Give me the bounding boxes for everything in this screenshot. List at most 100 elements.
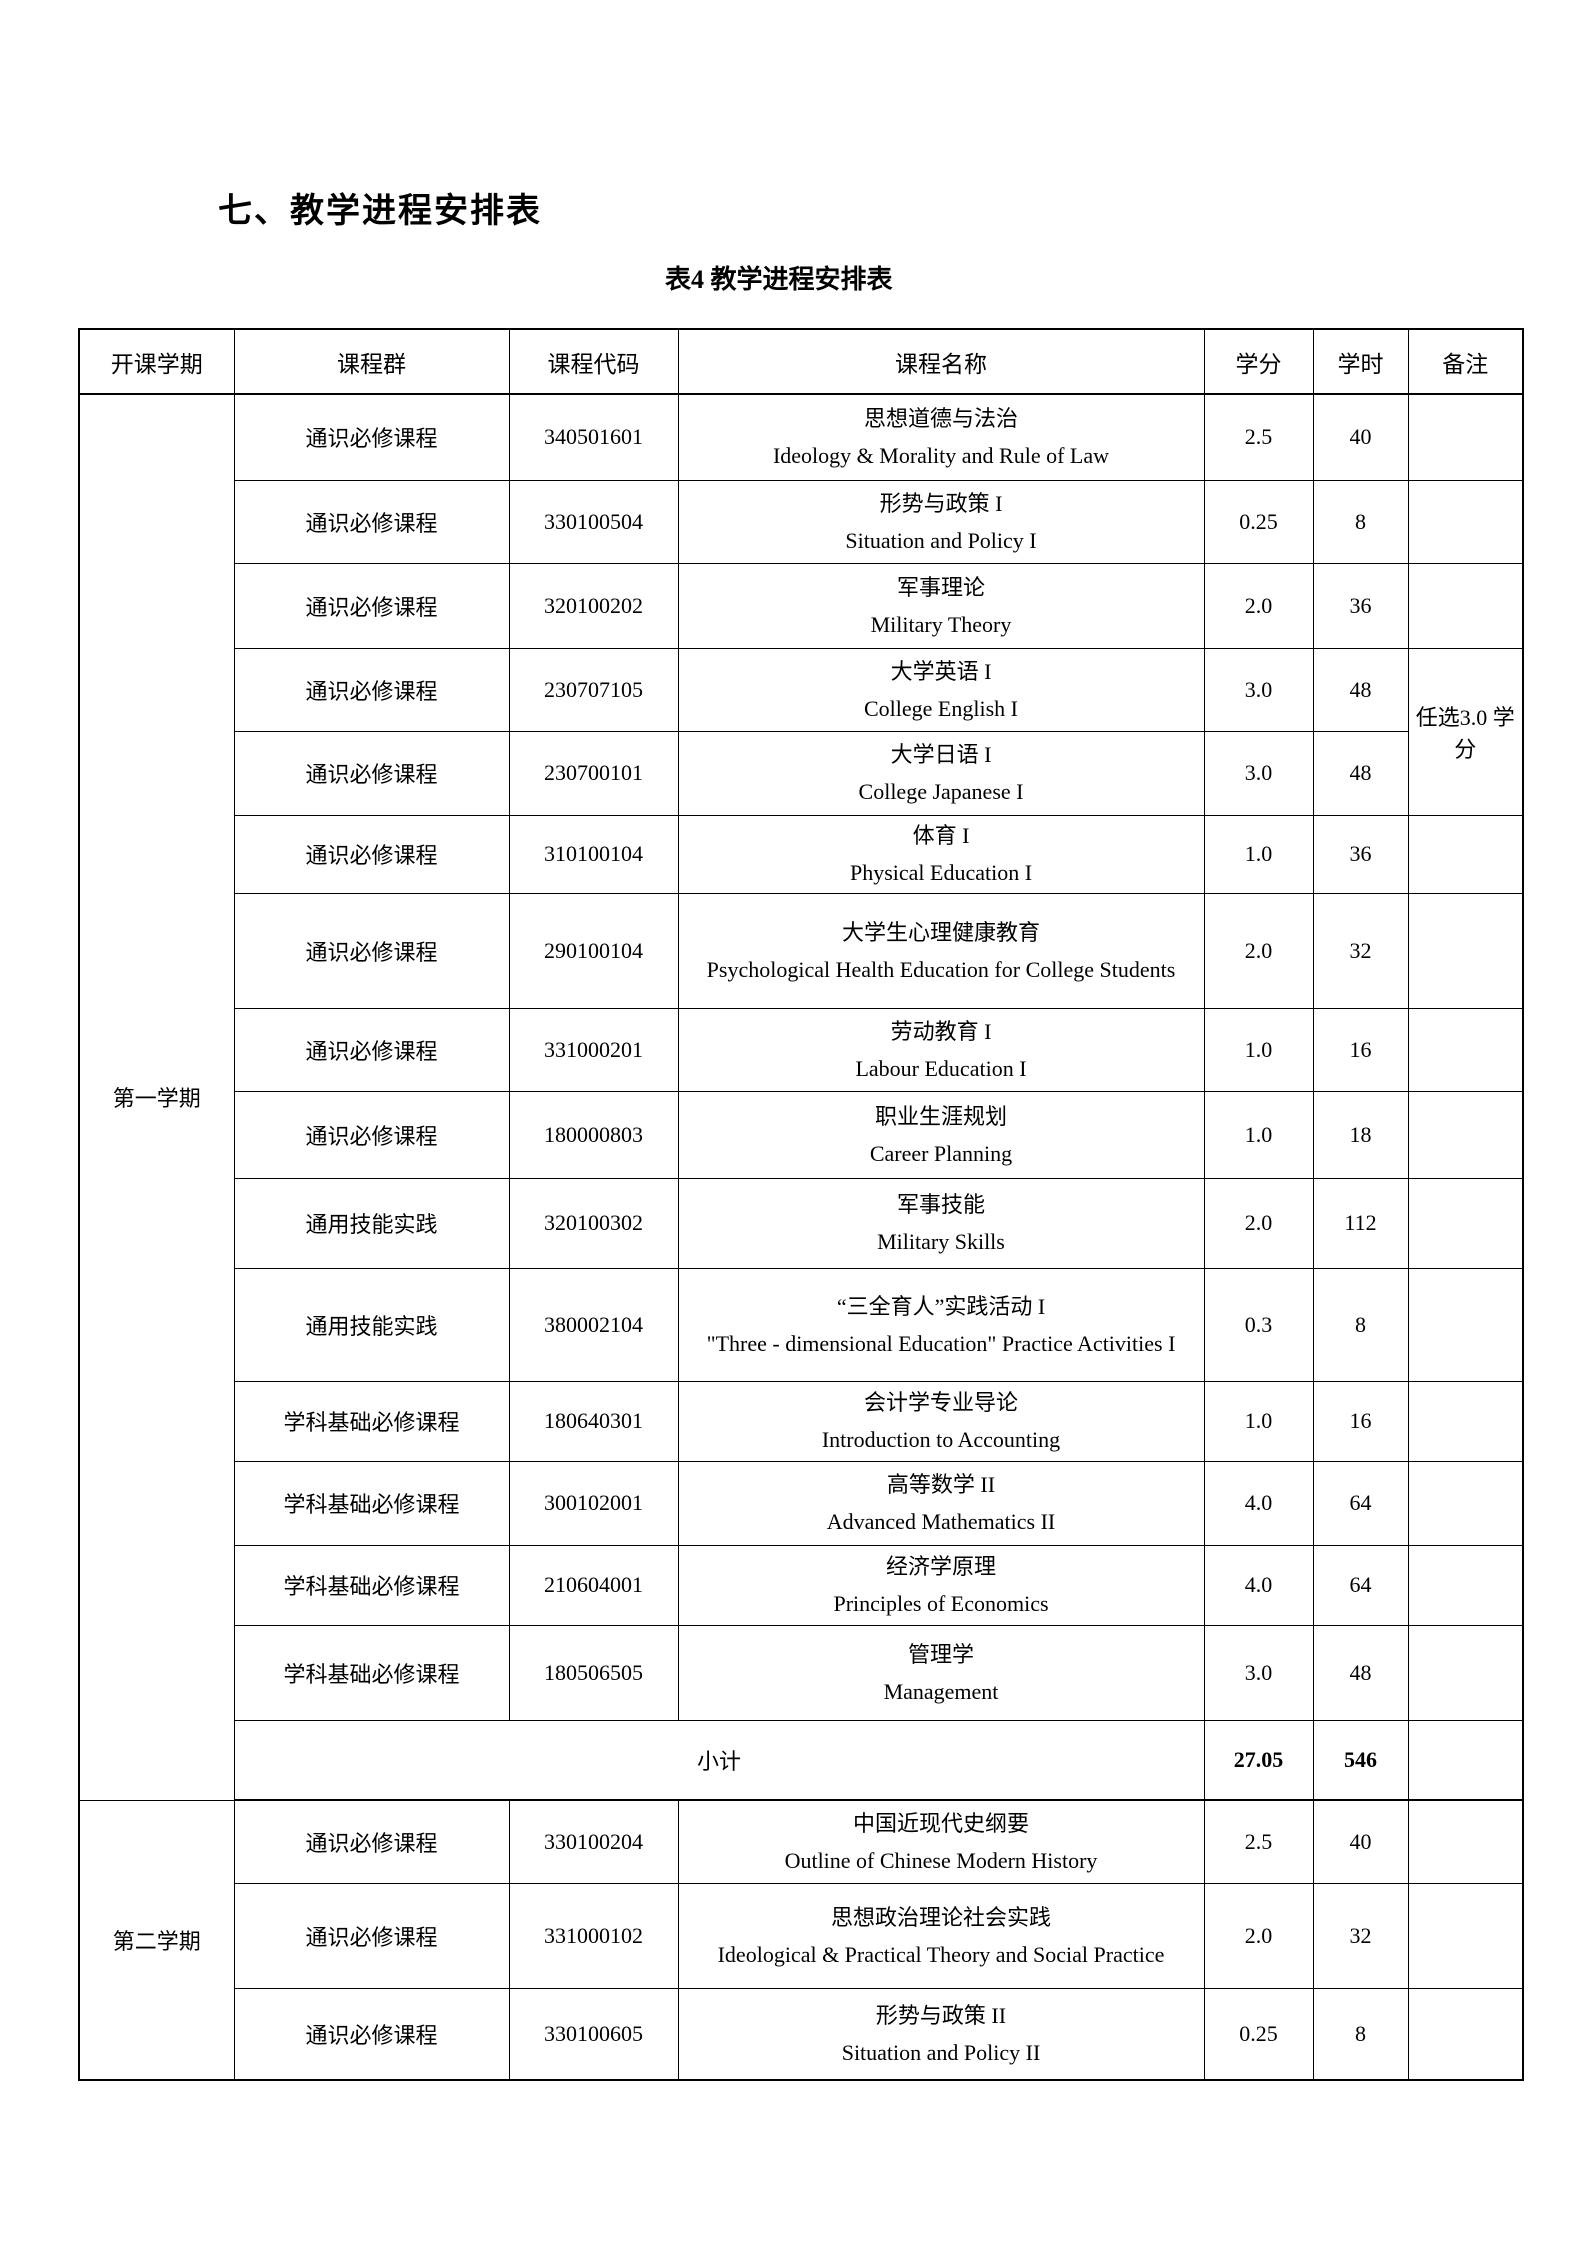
hours-cell: 48 — [1312, 730, 1409, 816]
table-row: 通用技能实践 380002104 “三全育人”实践活动 I "Three - di… — [79, 1267, 1524, 1382]
code-cell: 210604001 — [508, 1544, 679, 1626]
code-cell: 331000102 — [508, 1882, 679, 1989]
course-name-en: Physical Education I — [849, 860, 1033, 885]
group-cell: 通用技能实践 — [233, 1177, 510, 1269]
course-name-zh: 大学生心理健康教育 — [841, 919, 1040, 945]
code-cell: 380002104 — [508, 1267, 679, 1382]
table-row: 通识必修课程 180000803 职业生涯规划 Career Planning 1… — [79, 1090, 1524, 1179]
course-name-zh: “三全育人”实践活动 I — [836, 1293, 1046, 1319]
course-name-zh: 体育 I — [912, 823, 970, 848]
header-cell-code: 课程代码 — [508, 328, 679, 395]
credits-cell: 3.0 — [1203, 647, 1314, 732]
credits-cell: 2.0 — [1203, 1882, 1314, 1989]
table-row: 通识必修课程 330100605 形势与政策 II Situation and P… — [79, 1987, 1524, 2081]
semester-cell: 第一学期 — [78, 393, 235, 1801]
credits-cell: 2.0 — [1203, 892, 1314, 1009]
header-cell-semester: 开课学期 — [78, 328, 235, 395]
name-cell: 思想政治理论社会实践 Ideological & Practical Theory… — [677, 1882, 1205, 1989]
note-cell — [1407, 1460, 1524, 1546]
group-cell: 通识必修课程 — [233, 1799, 510, 1884]
name-cell: 经济学原理 Principles of Economics — [677, 1544, 1205, 1626]
course-name-en: Situation and Policy II — [841, 2039, 1041, 2065]
course-name-en: Psychological Health Education for Colle… — [706, 956, 1176, 982]
group-cell: 通识必修课程 — [233, 1987, 510, 2081]
hours-cell: 36 — [1312, 814, 1409, 894]
group-cell: 通用技能实践 — [233, 1267, 510, 1382]
header-cell-group: 课程群 — [233, 328, 510, 395]
credits-cell: 0.25 — [1203, 479, 1314, 564]
credits-cell: 1.0 — [1203, 1380, 1314, 1462]
table-row: 第二学期 通识必修课程 330100204 中国近现代史纲要 Outline of… — [78, 1799, 1524, 2081]
course-name-zh: 军事理论 — [896, 574, 985, 600]
subtotal-credits-cell: 27.05 — [1203, 1719, 1314, 1801]
group-cell: 学科基础必修课程 — [233, 1460, 510, 1546]
hours-cell: 16 — [1312, 1007, 1409, 1092]
code-cell: 290100104 — [508, 892, 679, 1009]
credits-cell: 0.25 — [1203, 1987, 1314, 2081]
hours-cell: 112 — [1312, 1177, 1409, 1269]
course-name-en: Career Planning — [869, 1140, 1013, 1166]
note-cell — [1407, 1177, 1524, 1269]
semester-cell: 第二学期 — [78, 1799, 235, 2081]
name-cell: 体育 I Physical Education I — [677, 814, 1205, 894]
hours-cell: 64 — [1312, 1460, 1409, 1546]
name-cell: 大学英语 I College English I — [677, 647, 1205, 732]
code-cell: 230707105 — [508, 647, 679, 732]
hours-cell: 18 — [1312, 1090, 1409, 1179]
note-cell — [1407, 1799, 1524, 1884]
course-name-zh: 形势与政策 II — [875, 2002, 1007, 2028]
credits-cell: 1.0 — [1203, 814, 1314, 894]
note-cell — [1407, 1267, 1524, 1382]
table-row: 通识必修课程 331000102 思想政治理论社会实践 Ideological &… — [79, 1882, 1524, 1989]
note-cell — [1407, 814, 1524, 894]
course-name-en: Principles of Economics — [833, 1591, 1049, 1616]
course-name-zh: 思想政治理论社会实践 — [830, 1904, 1051, 1930]
group-cell: 通识必修课程 — [233, 1090, 510, 1179]
name-cell: 形势与政策 I Situation and Policy I — [677, 479, 1205, 564]
hours-cell: 40 — [1312, 1799, 1409, 1884]
note-cell-elective: 任选3.0 学分 — [1407, 647, 1524, 816]
name-cell: 形势与政策 II Situation and Policy II — [677, 1987, 1205, 2081]
group-cell: 通识必修课程 — [233, 1007, 510, 1092]
course-name-en: Situation and Policy I — [845, 527, 1037, 553]
group-cell: 通识必修课程 — [233, 1882, 510, 1989]
subtotal-label-cell: 小计 — [233, 1719, 1205, 1801]
name-cell: 军事技能 Military Skills — [677, 1177, 1205, 1269]
course-name-zh: 军事技能 — [896, 1192, 985, 1217]
subtotal-hours-cell: 546 — [1312, 1719, 1409, 1801]
course-name-en: Ideological & Practical Theory and Socia… — [717, 1941, 1165, 1967]
header-cell-credits: 学分 — [1203, 328, 1314, 395]
code-cell: 310100104 — [508, 814, 679, 894]
table-row: 学科基础必修课程 180506505 管理学 Management 3.0 48 — [79, 1624, 1524, 1721]
note-cell — [1407, 1987, 1524, 2081]
course-name-en: Labour Education I — [855, 1055, 1027, 1081]
hours-cell: 48 — [1312, 647, 1409, 732]
code-cell: 320100302 — [508, 1177, 679, 1269]
credits-cell: 3.0 — [1203, 1624, 1314, 1721]
hours-cell: 32 — [1312, 892, 1409, 1009]
table-row: 学科基础必修课程 180640301 会计学专业导论 Introduction t… — [79, 1380, 1524, 1462]
code-cell: 300102001 — [508, 1460, 679, 1546]
group-cell: 通识必修课程 — [233, 892, 510, 1009]
course-name-en: Outline of Chinese Modern History — [784, 1847, 1098, 1873]
hours-cell: 8 — [1312, 1987, 1409, 2081]
table-row: 通用技能实践 320100302 军事技能 Military Skills 2.0… — [79, 1177, 1524, 1269]
table-caption: 表4 教学进程安排表 — [665, 265, 893, 294]
subtotal-row: 小计 27.05 546 — [79, 1719, 1524, 1801]
name-cell: 职业生涯规划 Career Planning — [677, 1090, 1205, 1179]
course-name-zh: 管理学 — [907, 1641, 974, 1667]
note-cell — [1407, 1007, 1524, 1092]
name-cell: 劳动教育 I Labour Education I — [677, 1007, 1205, 1092]
hours-cell: 40 — [1312, 393, 1409, 481]
credits-cell: 4.0 — [1203, 1544, 1314, 1626]
course-name-zh: 高等数学 II — [886, 1472, 996, 1497]
group-cell: 学科基础必修课程 — [233, 1544, 510, 1626]
page-title: 七、教学进程安排表 — [218, 192, 542, 230]
course-name-zh: 职业生涯规划 — [874, 1103, 1007, 1129]
hours-cell: 16 — [1312, 1380, 1409, 1462]
schedule-table: 开课学期 课程群 课程代码 课程名称 学分 学时 备注 第一学期 通识必修课程 … — [78, 328, 1524, 2081]
course-name-zh: 中国近现代史纲要 — [852, 1810, 1029, 1836]
name-cell: 大学日语 I College Japanese I — [677, 730, 1205, 816]
name-cell: 军事理论 Military Theory — [677, 562, 1205, 649]
group-cell: 通识必修课程 — [233, 562, 510, 649]
